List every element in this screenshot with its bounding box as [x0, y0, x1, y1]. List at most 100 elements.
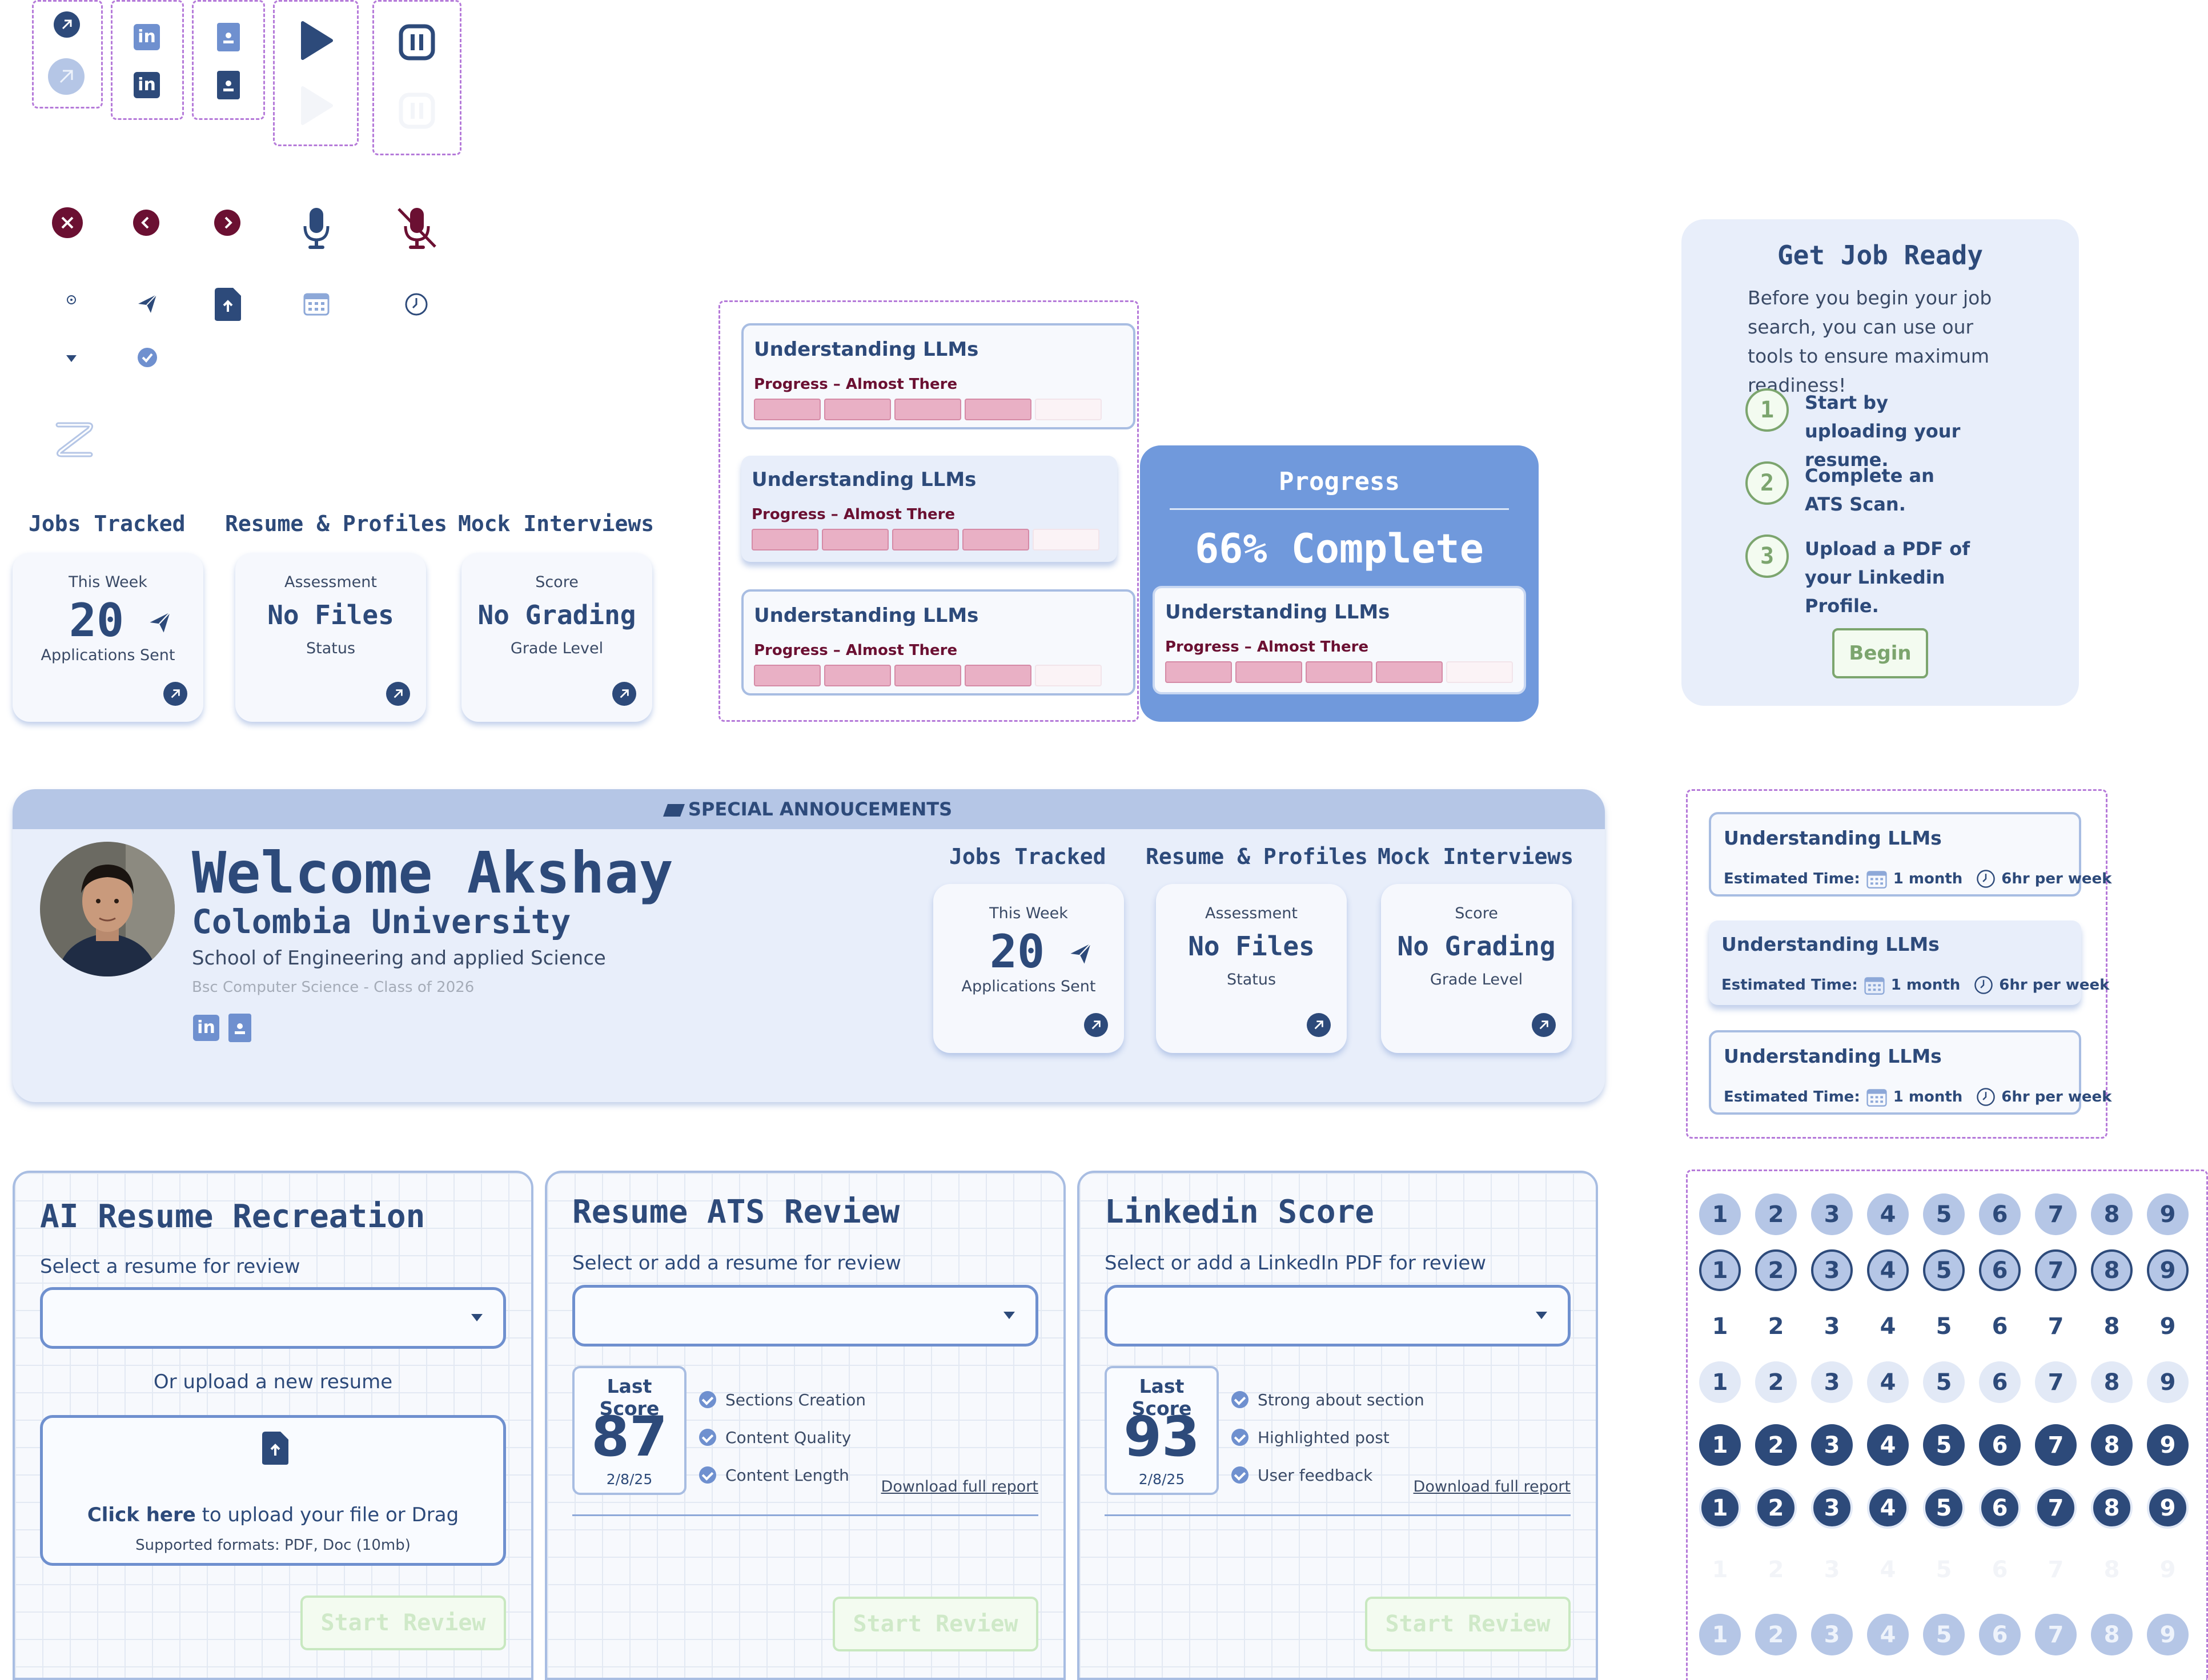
- number-circle[interactable]: 6: [1979, 1487, 2021, 1529]
- number-circle[interactable]: 7: [2048, 1556, 2064, 1583]
- arrow-up-right-icon[interactable]: [612, 682, 636, 706]
- number-circle[interactable]: 9: [2147, 1249, 2189, 1291]
- number-circle[interactable]: 6: [1979, 1614, 2021, 1655]
- number-circle[interactable]: 1: [1699, 1193, 1741, 1235]
- linkedin-select[interactable]: [1105, 1285, 1571, 1347]
- number-circle[interactable]: 7: [2035, 1424, 2077, 1466]
- play-icon[interactable]: [299, 21, 334, 61]
- number-circle[interactable]: 5: [1923, 1249, 1965, 1291]
- resume-select[interactable]: [40, 1287, 506, 1349]
- resume-select[interactable]: [572, 1285, 1038, 1347]
- number-circle[interactable]: 7: [2035, 1487, 2077, 1529]
- resume-profiles-card[interactable]: Assessment No Files Status: [235, 553, 426, 722]
- resume-doc-icon[interactable]: [228, 1014, 251, 1042]
- number-circle[interactable]: 9: [2147, 1361, 2189, 1403]
- start-review-button[interactable]: Start Review: [300, 1595, 506, 1650]
- number-circle[interactable]: 4: [1867, 1249, 1909, 1291]
- linkedin-icon[interactable]: in: [134, 24, 160, 50]
- resume-profiles-card[interactable]: Assessment No Files Status: [1156, 884, 1347, 1053]
- course-estimate-card[interactable]: Understanding LLMs Estimated Time: 1 mon…: [1709, 812, 2111, 897]
- number-circle[interactable]: 3: [1811, 1193, 1853, 1235]
- number-circle[interactable]: 5: [1923, 1614, 1965, 1655]
- number-circle[interactable]: 9: [2147, 1424, 2189, 1466]
- arrow-up-right-icon[interactable]: [54, 11, 80, 38]
- course-progress-card[interactable]: Understanding LLMs Progress – Almost The…: [1153, 586, 1526, 694]
- number-circle[interactable]: 8: [2091, 1487, 2133, 1529]
- number-circle[interactable]: 1: [1699, 1487, 1741, 1529]
- number-circle[interactable]: 1: [1699, 1361, 1741, 1403]
- jobs-tracked-card[interactable]: This Week 20 Applications Sent: [13, 553, 203, 722]
- begin-button[interactable]: Begin: [1832, 628, 1928, 678]
- number-circle[interactable]: 3: [1824, 1313, 1840, 1340]
- number-circle[interactable]: 6: [1979, 1424, 2021, 1466]
- course-estimate-card[interactable]: Understanding LLMs Estimated Time: 1 mon…: [1709, 1030, 2111, 1115]
- mock-interviews-card[interactable]: Score No Grading Grade Level: [1381, 884, 1572, 1053]
- number-circle[interactable]: 8: [2091, 1361, 2133, 1403]
- number-circle[interactable]: 4: [1880, 1313, 1896, 1340]
- number-circle[interactable]: 2: [1755, 1487, 1797, 1529]
- start-review-button[interactable]: Start Review: [1365, 1597, 1571, 1651]
- number-circle[interactable]: 2: [1755, 1249, 1797, 1291]
- number-circle[interactable]: 4: [1867, 1193, 1909, 1235]
- number-circle[interactable]: 5: [1923, 1487, 1965, 1529]
- arrow-up-right-icon[interactable]: [386, 682, 410, 706]
- number-circle[interactable]: 9: [2159, 1556, 2176, 1583]
- number-circle[interactable]: 7: [2035, 1361, 2077, 1403]
- linkedin-icon[interactable]: in: [134, 72, 160, 98]
- number-circle[interactable]: 9: [2159, 1313, 2176, 1340]
- number-circle[interactable]: 6: [1979, 1361, 2021, 1403]
- number-circle[interactable]: 8: [2091, 1424, 2133, 1466]
- number-circle[interactable]: 1: [1699, 1249, 1741, 1291]
- number-circle[interactable]: 3: [1811, 1487, 1853, 1529]
- number-circle[interactable]: 4: [1867, 1361, 1909, 1403]
- file-upload-icon[interactable]: [212, 286, 243, 323]
- microphone-off-icon[interactable]: [394, 206, 440, 251]
- download-report-link[interactable]: Download full report: [881, 1478, 1038, 1496]
- clock-icon[interactable]: [404, 292, 428, 316]
- chevron-left-icon[interactable]: [133, 209, 160, 236]
- number-circle[interactable]: 2: [1768, 1556, 1784, 1583]
- number-circle[interactable]: 6: [1992, 1556, 2008, 1583]
- announcement-bar[interactable]: SPECIAL ANNOUCEMENTS: [13, 789, 1605, 829]
- check-circle-icon[interactable]: [137, 347, 158, 368]
- arrow-up-right-icon[interactable]: [1532, 1013, 1556, 1037]
- number-circle[interactable]: 5: [1923, 1193, 1965, 1235]
- arrow-up-right-icon[interactable]: [163, 682, 187, 706]
- number-circle[interactable]: 2: [1768, 1313, 1784, 1340]
- number-circle[interactable]: 3: [1811, 1249, 1853, 1291]
- number-circle[interactable]: 5: [1936, 1313, 1952, 1340]
- number-circle[interactable]: 6: [1992, 1313, 2008, 1340]
- number-circle[interactable]: 1: [1712, 1556, 1728, 1583]
- arrow-up-right-icon[interactable]: [1084, 1013, 1108, 1037]
- number-circle[interactable]: 3: [1824, 1556, 1840, 1583]
- calendar-icon[interactable]: [303, 290, 330, 316]
- gear-icon[interactable]: [66, 295, 77, 305]
- number-circle[interactable]: 8: [2091, 1614, 2133, 1655]
- number-circle[interactable]: 6: [1979, 1249, 2021, 1291]
- number-circle[interactable]: 9: [2147, 1193, 2189, 1235]
- arrow-up-right-icon[interactable]: [1307, 1013, 1331, 1037]
- course-progress-card[interactable]: Understanding LLMs Progress – Almost The…: [741, 323, 1135, 429]
- number-circle[interactable]: 1: [1712, 1313, 1728, 1340]
- arrow-up-right-icon[interactable]: [48, 58, 85, 95]
- pause-icon[interactable]: [399, 24, 435, 61]
- resume-doc-icon[interactable]: [217, 71, 240, 99]
- number-circle[interactable]: 5: [1923, 1361, 1965, 1403]
- number-circle[interactable]: 2: [1755, 1614, 1797, 1655]
- number-circle[interactable]: 1: [1699, 1424, 1741, 1466]
- play-icon[interactable]: [299, 86, 334, 126]
- mock-interviews-card[interactable]: Score No Grading Grade Level: [461, 553, 652, 722]
- pause-icon[interactable]: [399, 93, 435, 129]
- chevron-right-icon[interactable]: [214, 209, 241, 236]
- number-circle[interactable]: 2: [1755, 1193, 1797, 1235]
- upload-dropzone[interactable]: Click here to upload your file or Drag S…: [40, 1415, 506, 1566]
- number-circle[interactable]: 8: [2103, 1556, 2120, 1583]
- number-circle[interactable]: 3: [1811, 1361, 1853, 1403]
- download-report-link[interactable]: Download full report: [1413, 1478, 1571, 1496]
- number-circle[interactable]: 2: [1755, 1424, 1797, 1466]
- number-circle[interactable]: 1: [1699, 1614, 1741, 1655]
- start-review-button[interactable]: Start Review: [833, 1597, 1038, 1651]
- number-circle[interactable]: 3: [1811, 1424, 1853, 1466]
- number-circle[interactable]: 4: [1867, 1614, 1909, 1655]
- number-circle[interactable]: 4: [1880, 1556, 1896, 1583]
